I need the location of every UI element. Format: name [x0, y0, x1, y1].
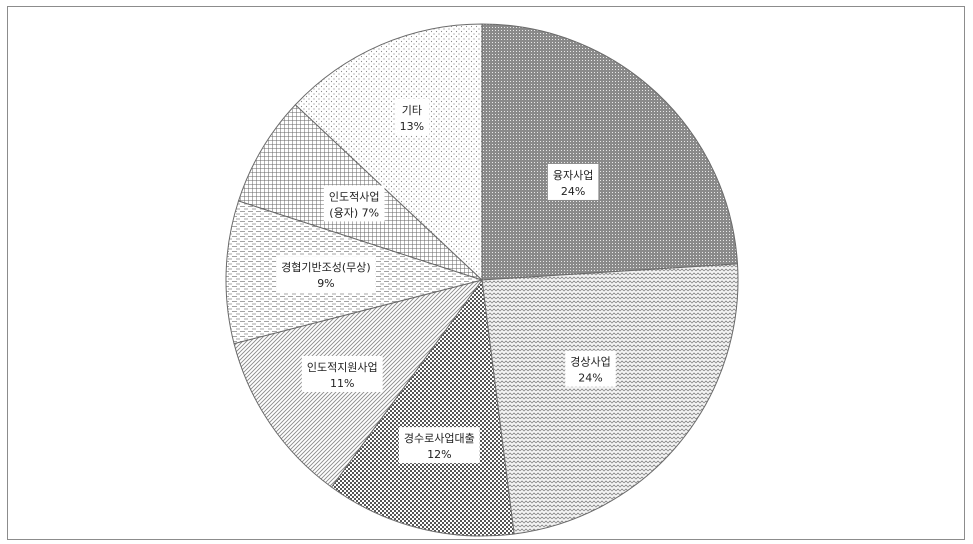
pie-slice-1: [481, 263, 739, 535]
pie-value-label: 24%: [561, 185, 585, 198]
pie-category-label: 인도적지원사업: [307, 361, 378, 374]
pie-label-1: 경상사업 24%: [565, 350, 616, 387]
pie-label-bg: [276, 256, 376, 293]
pie-value-label: 9%: [317, 277, 334, 290]
pie-category-label: 경협기반조성(무상): [281, 261, 371, 274]
pie-label-2: 경수로사업대출 12%: [398, 427, 480, 464]
pie-value-label: 12%: [427, 448, 451, 461]
pie-category-label: 경상사업: [570, 356, 610, 369]
pie-category-label: 융자사업: [553, 169, 593, 182]
pie-category-label: 경수로사업대출: [404, 432, 475, 445]
pie-slice-2: [330, 278, 515, 537]
pie-slice-0: [481, 23, 739, 281]
pie-value-label: 11%: [330, 377, 354, 390]
pie-label-bg: [565, 350, 616, 387]
pie-value-label: 24%: [578, 372, 602, 385]
pie-label-5: 인도적사업 (융자) 7%: [323, 185, 385, 222]
pie-label-bg: [398, 427, 480, 464]
pie-label-4: 경협기반조성(무상) 9%: [276, 256, 376, 293]
pie-category-label: (융자) 7%: [329, 206, 379, 219]
pie-label-bg: [301, 355, 383, 392]
pie-slice-6: [294, 23, 483, 282]
pie-label-bg: [547, 163, 599, 200]
pie-category-label: 기타: [402, 104, 422, 117]
pie-label-6: 기타 13%: [394, 98, 430, 135]
pie-label-3: 인도적지원사업 11%: [301, 355, 383, 392]
pie-category-label: 인도적사업: [329, 190, 380, 203]
pie-label-bg: [394, 98, 430, 135]
pie-label-bg: [323, 185, 385, 222]
pie-label-0: 융자사업 24%: [547, 163, 599, 200]
pie-value-label: 13%: [400, 120, 424, 133]
